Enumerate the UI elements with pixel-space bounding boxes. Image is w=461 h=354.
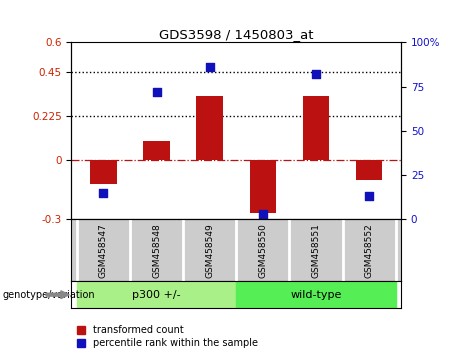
Point bbox=[312, 72, 319, 77]
Point bbox=[100, 190, 107, 196]
Text: GSM458551: GSM458551 bbox=[312, 223, 320, 278]
Bar bbox=[143, 141, 170, 160]
Bar bbox=[90, 160, 117, 184]
Bar bbox=[236, 281, 396, 308]
Text: p300 +/-: p300 +/- bbox=[132, 290, 181, 300]
Text: wild-type: wild-type bbox=[290, 290, 342, 300]
Bar bbox=[249, 160, 276, 213]
Bar bbox=[77, 281, 236, 308]
Point bbox=[206, 64, 213, 70]
Text: GSM458548: GSM458548 bbox=[152, 223, 161, 278]
Legend: transformed count, percentile rank within the sample: transformed count, percentile rank withi… bbox=[77, 324, 259, 349]
Text: GSM458550: GSM458550 bbox=[258, 223, 267, 278]
Point bbox=[366, 194, 373, 199]
Title: GDS3598 / 1450803_at: GDS3598 / 1450803_at bbox=[159, 28, 313, 41]
Text: GSM458547: GSM458547 bbox=[99, 223, 108, 278]
Bar bbox=[356, 160, 383, 180]
Text: GSM458549: GSM458549 bbox=[205, 223, 214, 278]
Text: GSM458552: GSM458552 bbox=[365, 223, 374, 278]
Bar bbox=[303, 96, 329, 160]
Text: genotype/variation: genotype/variation bbox=[2, 290, 95, 300]
Point bbox=[259, 211, 266, 217]
Point bbox=[153, 89, 160, 95]
Bar bbox=[196, 96, 223, 160]
